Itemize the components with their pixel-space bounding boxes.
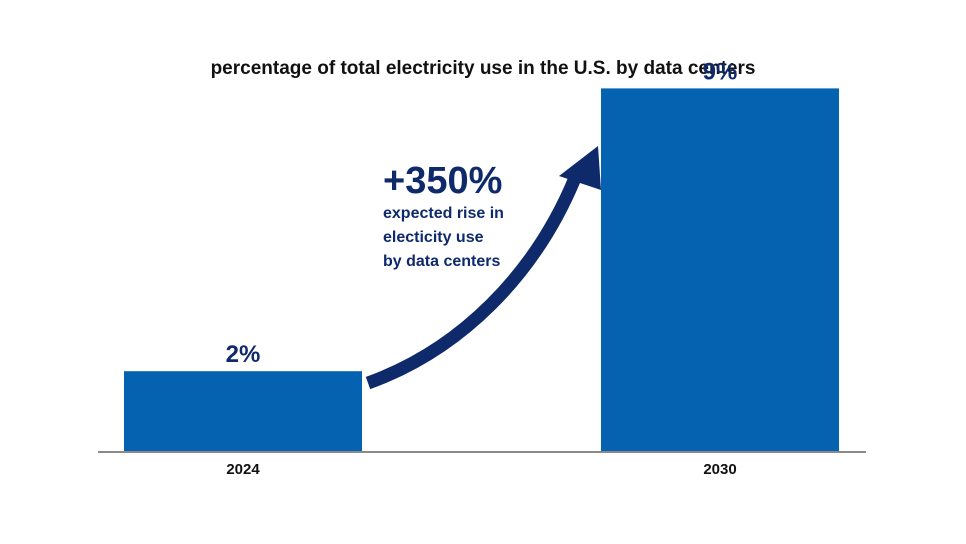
growth-callout-value: +350% bbox=[383, 160, 503, 202]
growth-arrow-icon bbox=[365, 146, 601, 390]
x-tick-label-2024: 2024 bbox=[226, 461, 260, 478]
growth-callout-line-2: electicity use bbox=[383, 229, 484, 246]
value-label-2024: 2% bbox=[226, 341, 261, 368]
growth-callout-line-1: expected rise in bbox=[383, 205, 504, 222]
growth-callout: +350% expected rise in electicity use by… bbox=[383, 160, 504, 274]
bar-2030 bbox=[601, 88, 839, 453]
chart-title: percentage of total electricity use in t… bbox=[210, 58, 756, 79]
x-tick-label-2030: 2030 bbox=[703, 461, 736, 478]
bars-group bbox=[124, 88, 839, 453]
bar-2024 bbox=[124, 371, 362, 452]
value-label-2030: 9% bbox=[703, 58, 738, 85]
labels-group: 2% 2024 9% 2030 bbox=[226, 58, 738, 478]
growth-callout-line-3: by data centers bbox=[383, 253, 501, 270]
